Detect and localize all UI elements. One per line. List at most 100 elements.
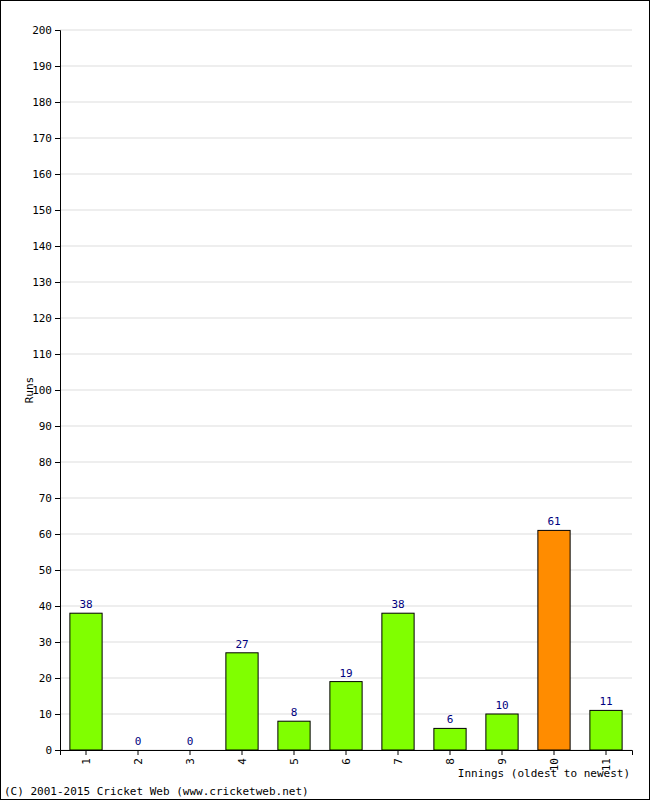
data-label: 11 [599,695,612,708]
y-tick-mark [55,534,60,535]
y-tick: 110 [32,348,60,361]
y-tick-mark [55,498,60,499]
x-tick: 3 [184,750,197,765]
y-tick-mark [55,174,60,175]
y-tick-mark [55,462,60,463]
y-tick: 170 [32,132,60,145]
plot: 3800278193861061110102030405060708090100… [32,24,632,771]
y-tick-label: 140 [32,240,52,253]
x-tick-mark [86,750,87,755]
y-tick: 120 [32,312,60,325]
x-tick-label: 2 [132,758,145,765]
bar [330,682,362,750]
bar [538,530,570,750]
x-tick: 8 [444,750,457,765]
bar [590,710,622,750]
x-tick-label: 5 [288,758,301,765]
x-tick: 6 [340,750,353,765]
y-axis-line [55,31,61,751]
grid-line [60,138,632,139]
x-tick-mark [450,750,451,755]
y-tick-label: 0 [45,744,52,757]
data-label: 61 [547,515,560,528]
y-tick: 80 [39,456,60,469]
grid-line [60,354,632,355]
y-tick-mark [55,354,60,355]
data-label: 19 [339,667,352,680]
grid-line [60,426,632,427]
y-tick: 60 [39,528,60,541]
x-tick-mark [398,750,399,755]
y-tick-label: 150 [32,204,52,217]
y-tick-mark [55,750,60,751]
y-tick-label: 110 [32,348,52,361]
y-tick: 130 [32,276,60,289]
x-tick-label: 8 [444,758,457,765]
data-label: 8 [291,706,298,719]
grid-line [60,498,632,499]
x-tick-label: 9 [496,758,509,765]
data-label: 10 [495,699,508,712]
x-tick-mark [190,750,191,755]
x-tick-mark [346,750,347,755]
bar [70,613,102,750]
y-tick-label: 190 [32,60,52,73]
y-axis-title: Runs [23,377,36,404]
x-tick-label: 4 [236,758,249,765]
y-tick-mark [55,714,60,715]
bar [278,721,310,750]
y-tick-label: 120 [32,312,52,325]
data-label: 0 [135,735,142,748]
y-tick-label: 130 [32,276,52,289]
bar [122,750,154,751]
x-axis-title: Innings (oldest to newest) [458,767,630,780]
y-tick-mark [55,570,60,571]
credit: (C) 2001-2015 Cricket Web (www.cricketwe… [4,785,309,798]
data-label: 27 [235,638,248,651]
grid-line [60,174,632,175]
y-tick: 160 [32,168,60,181]
x-tick-label: 1 [80,758,93,765]
y-tick-mark [55,246,60,247]
data-label: 0 [187,735,194,748]
y-tick-label: 160 [32,168,52,181]
x-tick: 5 [288,750,301,765]
annotations: (C) 2001-2015 Cricket Web (www.cricketwe… [4,785,309,798]
y-tick: 30 [39,636,60,649]
x-tick-mark [242,750,243,755]
grid-line [60,282,632,283]
x-tick-mark [606,750,607,755]
x-tick-label: 3 [184,758,197,765]
y-tick-label: 20 [39,672,52,685]
y-tick-mark [55,210,60,211]
x-tick-mark [502,750,503,755]
border [1,1,650,800]
y-tick-label: 50 [39,564,52,577]
x-tick-mark [554,750,555,755]
x-axis-line [61,751,633,756]
grid-line [60,210,632,211]
y-tick-mark [55,606,60,607]
y-tick-label: 40 [39,600,52,613]
x-tick-mark [294,750,295,755]
data-label: 6 [447,713,454,726]
grid-line [60,318,632,319]
y-tick: 50 [39,564,60,577]
grid-line [60,462,632,463]
grid [60,30,632,750]
y-tick: 100 [32,384,60,397]
y-tick: 150 [32,204,60,217]
bar [382,613,414,750]
bars [70,530,622,750]
data-label: 38 [79,598,92,611]
y-tick: 70 [39,492,60,505]
y-tick: 40 [39,600,60,613]
bar [486,714,518,750]
data-label: 38 [391,598,404,611]
y-tick-mark [55,642,60,643]
bar [226,653,258,750]
y-tick-mark [55,282,60,283]
x-tick: 9 [496,750,509,765]
x-tick-label: 7 [392,758,405,765]
y-tick: 20 [39,672,60,685]
